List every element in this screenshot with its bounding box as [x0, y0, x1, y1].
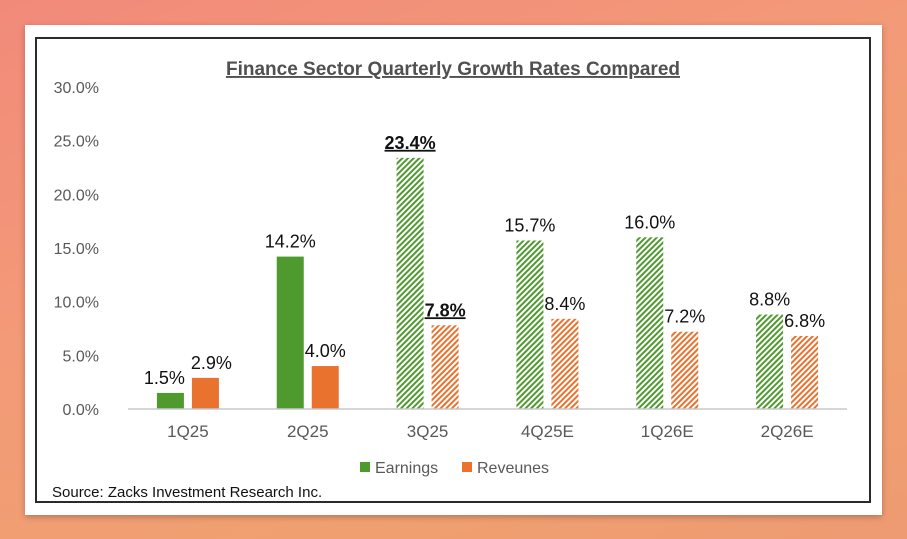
earnings-data-label: 23.4% [385, 133, 436, 153]
earnings-data-label: 16.0% [624, 212, 675, 232]
y-tick-label: 30.0% [54, 80, 99, 97]
y-tick-label: 15.0% [54, 241, 99, 258]
revenues-data-label: 2.9% [191, 353, 232, 373]
legend-earnings-label: Earnings [375, 460, 438, 477]
earnings-bar [396, 157, 424, 409]
earnings-bar [636, 237, 664, 409]
y-tick-label: 0.0% [63, 402, 99, 419]
chart-frame [35, 37, 871, 503]
y-axis: 0.0% 5.0% 10.0% 15.0% 20.0% 25.0% 30.0% [54, 80, 99, 419]
x-axis: 1Q25 2Q25 3Q25 4Q25E 1Q26E 2Q26E [128, 408, 847, 441]
earnings-data-label: 15.7% [504, 215, 555, 235]
earnings-bar [156, 392, 184, 409]
earnings-data-label: 8.8% [749, 290, 790, 310]
revenues-bar [791, 336, 819, 409]
legend: Earnings Reveunes [360, 460, 549, 477]
chart-title: Finance Sector Quarterly Growth Rates Co… [226, 59, 680, 80]
revenues-bar [551, 318, 579, 409]
earnings-bar [756, 314, 784, 409]
legend-revenues-label: Reveunes [477, 460, 549, 477]
revenues-data-label: 7.2% [664, 307, 705, 327]
earnings-bar [276, 256, 304, 409]
revenues-data-label: 8.4% [544, 294, 585, 314]
y-tick-label: 25.0% [54, 134, 99, 151]
x-tick-label: 1Q25 [167, 422, 209, 441]
source-note: Source: Zacks Investment Research Inc. [52, 484, 322, 501]
x-tick-label: 1Q26E [641, 422, 694, 441]
revenues-data-label: 4.0% [305, 341, 346, 361]
x-tick-label: 4Q25E [521, 422, 574, 441]
bars-group: 1.5% 2.9% 14.2% 4.0% 23.4% 7.8% 15.7% 8.4% 16.0%… [144, 133, 825, 409]
earnings-data-label: 14.2% [265, 232, 316, 252]
y-tick-label: 5.0% [63, 348, 99, 365]
chart-card: Finance Sector Quarterly Growth Rates Co… [25, 25, 882, 515]
bar-chart: Finance Sector Quarterly Growth Rates Co… [52, 59, 847, 501]
legend-earnings-swatch [360, 462, 370, 472]
revenues-bar [311, 366, 339, 409]
x-tick-label: 3Q25 [407, 422, 449, 441]
x-tick-label: 2Q26E [761, 422, 814, 441]
revenues-data-label: 6.8% [784, 311, 825, 331]
revenues-data-label: 7.8% [425, 300, 466, 320]
revenues-bar [431, 325, 459, 409]
earnings-data-label: 1.5% [144, 368, 185, 388]
earnings-bar [516, 240, 544, 409]
y-tick-label: 10.0% [54, 295, 99, 312]
revenues-bar [191, 377, 219, 409]
revenues-bar [671, 331, 699, 409]
x-tick-label: 2Q25 [287, 422, 329, 441]
y-tick-label: 20.0% [54, 187, 99, 204]
legend-revenues-swatch [462, 462, 472, 472]
